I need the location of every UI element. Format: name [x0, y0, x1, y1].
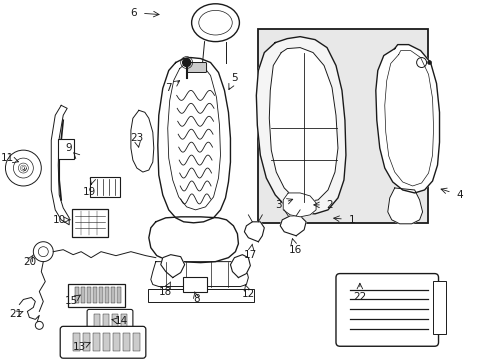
- FancyBboxPatch shape: [183, 276, 206, 292]
- FancyBboxPatch shape: [113, 333, 120, 351]
- Polygon shape: [256, 37, 345, 214]
- Polygon shape: [280, 216, 305, 236]
- Ellipse shape: [199, 10, 232, 35]
- Text: 4: 4: [455, 190, 462, 200]
- FancyBboxPatch shape: [87, 287, 91, 303]
- Circle shape: [427, 60, 431, 64]
- Polygon shape: [244, 222, 264, 242]
- Text: 23: 23: [130, 133, 143, 143]
- FancyBboxPatch shape: [122, 333, 130, 351]
- Polygon shape: [167, 63, 220, 210]
- Text: 1: 1: [348, 215, 354, 225]
- FancyBboxPatch shape: [335, 274, 438, 346]
- Polygon shape: [150, 262, 248, 287]
- Text: 20: 20: [23, 257, 36, 267]
- Text: 6: 6: [130, 8, 137, 18]
- Polygon shape: [158, 58, 230, 223]
- FancyBboxPatch shape: [87, 310, 133, 333]
- Text: 14: 14: [114, 316, 127, 327]
- FancyBboxPatch shape: [258, 29, 427, 223]
- Text: 9: 9: [66, 143, 72, 153]
- FancyBboxPatch shape: [105, 287, 109, 303]
- FancyBboxPatch shape: [93, 287, 97, 303]
- Text: 7: 7: [165, 84, 172, 93]
- Text: 3: 3: [274, 200, 281, 210]
- Polygon shape: [387, 188, 422, 224]
- FancyBboxPatch shape: [94, 314, 100, 327]
- Polygon shape: [375, 45, 439, 193]
- Text: 17: 17: [243, 250, 257, 260]
- FancyBboxPatch shape: [60, 327, 145, 358]
- Polygon shape: [161, 255, 184, 278]
- Polygon shape: [283, 193, 315, 217]
- Polygon shape: [148, 217, 238, 263]
- Text: 15: 15: [64, 296, 78, 306]
- FancyBboxPatch shape: [112, 314, 118, 327]
- Text: 16: 16: [288, 245, 301, 255]
- FancyBboxPatch shape: [147, 288, 254, 302]
- FancyBboxPatch shape: [93, 333, 100, 351]
- FancyBboxPatch shape: [90, 177, 120, 197]
- Text: 18: 18: [159, 287, 172, 297]
- Polygon shape: [269, 48, 337, 202]
- Polygon shape: [51, 105, 69, 225]
- Polygon shape: [230, 255, 250, 278]
- Text: 21: 21: [9, 309, 22, 319]
- FancyBboxPatch shape: [75, 287, 79, 303]
- Text: 2: 2: [326, 200, 333, 210]
- FancyBboxPatch shape: [99, 287, 103, 303]
- FancyBboxPatch shape: [72, 209, 108, 237]
- Text: 10: 10: [53, 215, 66, 225]
- Text: 13: 13: [72, 342, 85, 352]
- FancyBboxPatch shape: [133, 333, 140, 351]
- FancyBboxPatch shape: [432, 280, 446, 334]
- FancyBboxPatch shape: [83, 333, 90, 351]
- Text: 22: 22: [352, 292, 366, 302]
- FancyBboxPatch shape: [103, 314, 109, 327]
- FancyBboxPatch shape: [73, 333, 80, 351]
- FancyBboxPatch shape: [81, 287, 85, 303]
- Text: 11: 11: [1, 153, 14, 163]
- Circle shape: [183, 59, 190, 67]
- Ellipse shape: [191, 4, 239, 42]
- FancyBboxPatch shape: [121, 314, 127, 327]
- FancyBboxPatch shape: [117, 287, 121, 303]
- FancyBboxPatch shape: [111, 287, 115, 303]
- FancyBboxPatch shape: [58, 139, 74, 159]
- FancyBboxPatch shape: [103, 333, 110, 351]
- FancyBboxPatch shape: [68, 284, 124, 307]
- Text: 19: 19: [82, 187, 96, 197]
- Text: 8: 8: [193, 294, 200, 305]
- Polygon shape: [131, 110, 154, 172]
- Polygon shape: [384, 50, 433, 186]
- Text: 5: 5: [231, 73, 237, 84]
- Text: 12: 12: [241, 289, 254, 300]
- FancyBboxPatch shape: [186, 63, 206, 72]
